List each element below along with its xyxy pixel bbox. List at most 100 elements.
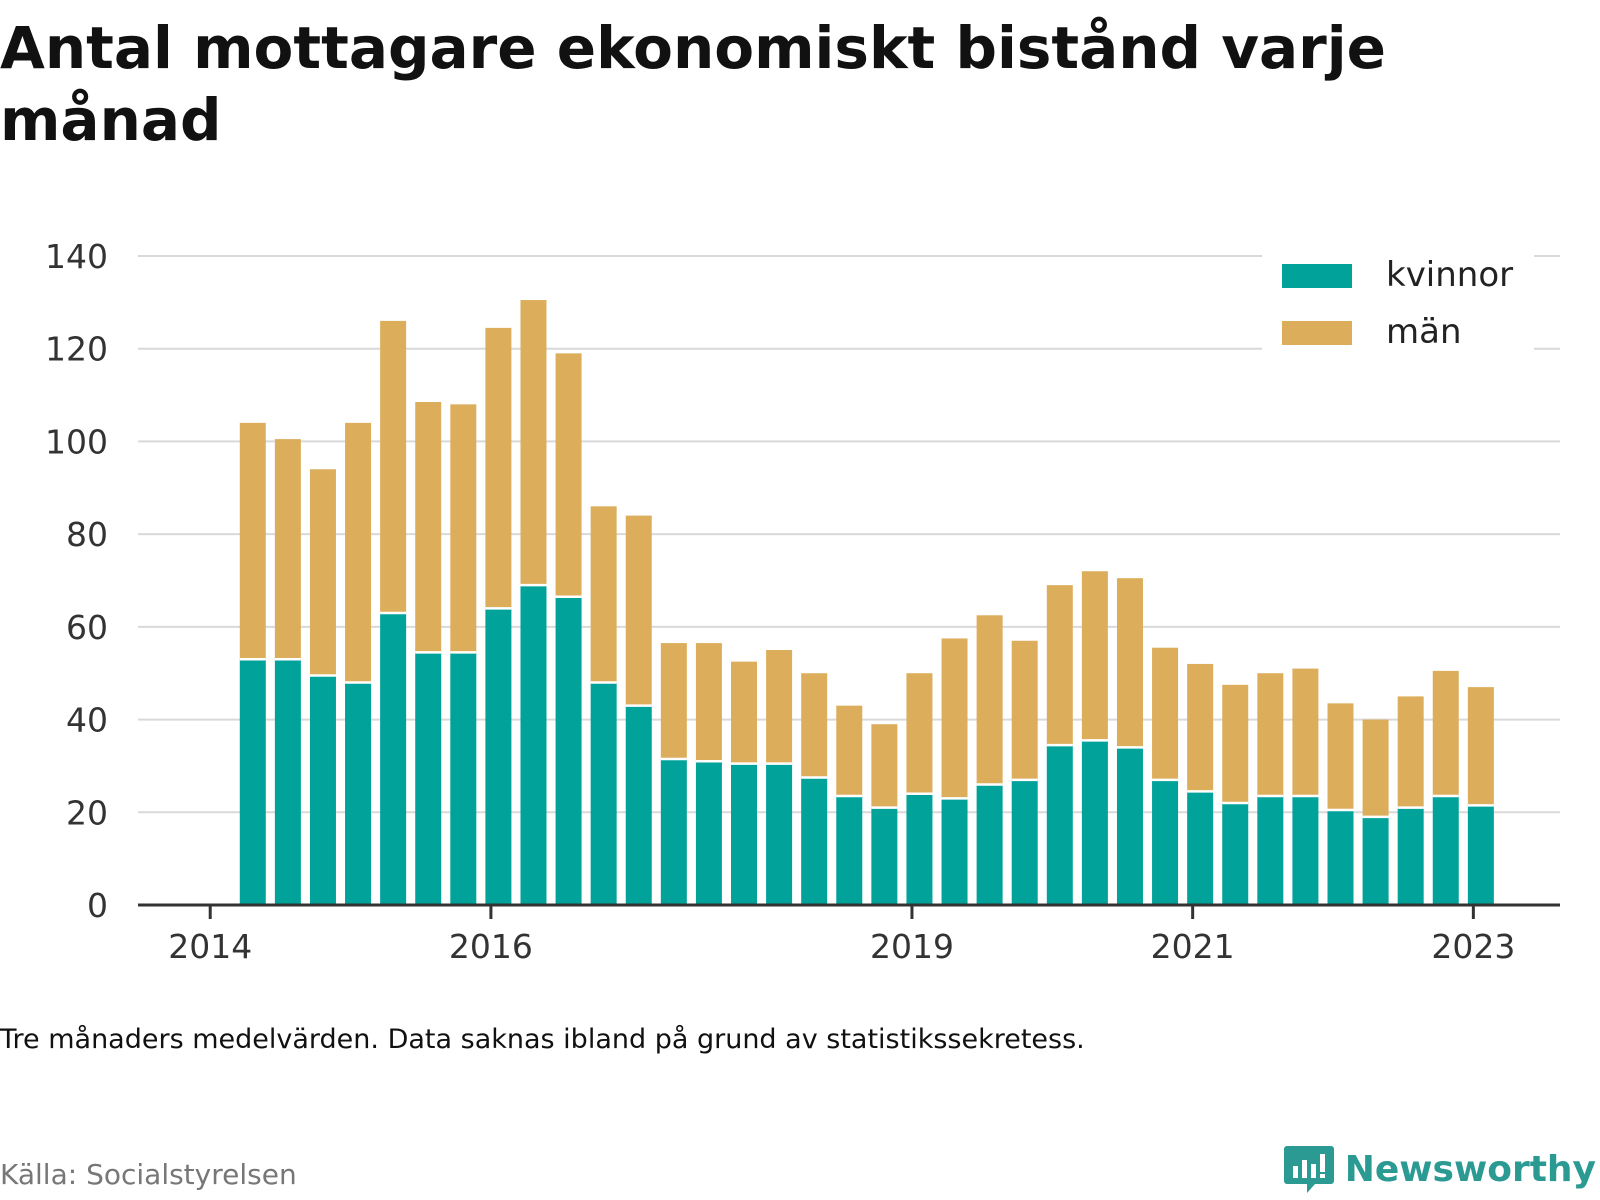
bar-kvinnor [1257, 796, 1284, 905]
bar-kvinnor [625, 705, 652, 905]
bar-kvinnor [871, 807, 898, 905]
x-tick-label: 2014 [168, 927, 252, 966]
y-tick-label: 120 [45, 330, 108, 369]
bar-kvinnor [345, 682, 372, 905]
bar-man [625, 515, 652, 706]
bar-man [1292, 668, 1319, 797]
legend-swatch-man [1282, 321, 1352, 345]
newsworthy-logo-icon [1283, 1146, 1334, 1193]
y-tick-label: 40 [66, 701, 108, 740]
bar-man [1222, 684, 1249, 804]
bar-man [1257, 673, 1284, 797]
chart-note: Tre månaders medelvärden. Data saknas ib… [0, 1024, 1085, 1055]
bar-man [1116, 578, 1143, 748]
bar-kvinnor [1116, 747, 1143, 905]
bar-man [836, 705, 863, 797]
bar-man [239, 422, 266, 660]
bar-kvinnor [731, 763, 758, 905]
bar-man [520, 300, 547, 586]
bar-kvinnor [906, 793, 933, 905]
bar-kvinnor [1222, 803, 1249, 905]
bar-kvinnor [1467, 805, 1494, 905]
bar-man [590, 506, 617, 683]
bar-man [731, 661, 758, 764]
bar-man [1397, 696, 1424, 808]
bar-kvinnor [1081, 740, 1108, 905]
bar-kvinnor [239, 659, 266, 905]
bar-man [1152, 647, 1179, 780]
bar-kvinnor [1011, 779, 1038, 905]
y-tick-label: 100 [45, 422, 108, 461]
bar-man [1467, 687, 1494, 806]
bar-kvinnor [274, 659, 301, 905]
bar-man [871, 724, 898, 808]
bar-man [274, 439, 301, 660]
chart-title: Antal mottagare ekonomiskt bistånd varje… [0, 14, 1386, 154]
bar-man [766, 650, 793, 764]
brand-name: Newsworthy [1344, 1148, 1596, 1190]
bar-kvinnor [309, 675, 336, 905]
bar-kvinnor [1292, 796, 1319, 905]
legend-label-kvinnor: kvinnor [1386, 255, 1513, 295]
legend[interactable]: kvinnor män [1262, 246, 1534, 352]
bar-kvinnor [555, 596, 582, 905]
y-tick-label: 140 [45, 237, 108, 276]
bars [239, 300, 1494, 905]
bar-man [660, 643, 687, 759]
x-axis: 2014 2016 2019 2021 2023 [138, 903, 1560, 966]
legend-swatch-kvinnor [1282, 264, 1352, 288]
x-tick-label: 2016 [449, 927, 533, 966]
brand-logo[interactable]: Newsworthy [1283, 1144, 1596, 1194]
bar-man [976, 615, 1003, 785]
bar-kvinnor [590, 682, 617, 905]
bar-kvinnor [485, 608, 512, 905]
bar-man [485, 327, 512, 609]
bar-kvinnor [1187, 791, 1214, 905]
x-tick-label: 2021 [1151, 927, 1235, 966]
bar-kvinnor [1046, 745, 1073, 905]
x-tick-label: 2023 [1431, 927, 1515, 966]
bar-kvinnor [976, 784, 1003, 905]
x-tick-label: 2019 [870, 927, 954, 966]
bar-kvinnor [941, 798, 968, 905]
y-tick-label: 20 [66, 793, 108, 832]
bar-man [801, 673, 828, 778]
bar-kvinnor [1397, 807, 1424, 905]
bar-man [941, 638, 968, 799]
bar-kvinnor [660, 758, 687, 905]
bar-kvinnor [1327, 809, 1354, 905]
bar-man [415, 402, 442, 653]
y-tick-label: 80 [66, 515, 108, 554]
bar-man [1011, 640, 1038, 780]
bar-kvinnor [450, 652, 477, 905]
bar-man [380, 320, 407, 613]
bar-man [906, 673, 933, 794]
bar-man [1046, 585, 1073, 746]
bar-kvinnor [380, 612, 407, 905]
bar-man [695, 643, 722, 762]
bar-kvinnor [1432, 796, 1459, 905]
bar-kvinnor [1362, 816, 1389, 905]
bar-kvinnor [836, 796, 863, 905]
legend-label-man: män [1386, 312, 1462, 352]
bar-man [1362, 719, 1389, 817]
bar-man [309, 469, 336, 676]
bar-kvinnor [801, 777, 828, 905]
bar-kvinnor [520, 585, 547, 905]
bar-kvinnor [415, 652, 442, 905]
y-tick-label: 60 [66, 608, 108, 647]
bar-kvinnor [695, 761, 722, 905]
bar-man [450, 404, 477, 653]
y-tick-label: 0 [87, 886, 108, 925]
source-credit: Källa: Socialstyrelsen [0, 1158, 297, 1191]
bar-man [1327, 703, 1354, 810]
bar-man [1187, 663, 1214, 792]
bar-man [1081, 571, 1108, 741]
bar-man [345, 422, 372, 683]
bar-man [1432, 670, 1459, 797]
bar-man [555, 353, 582, 597]
bar-kvinnor [1152, 779, 1179, 905]
bar-kvinnor [766, 763, 793, 905]
y-axis-ticks: 0 20 40 60 80 100 120 140 [45, 237, 108, 925]
